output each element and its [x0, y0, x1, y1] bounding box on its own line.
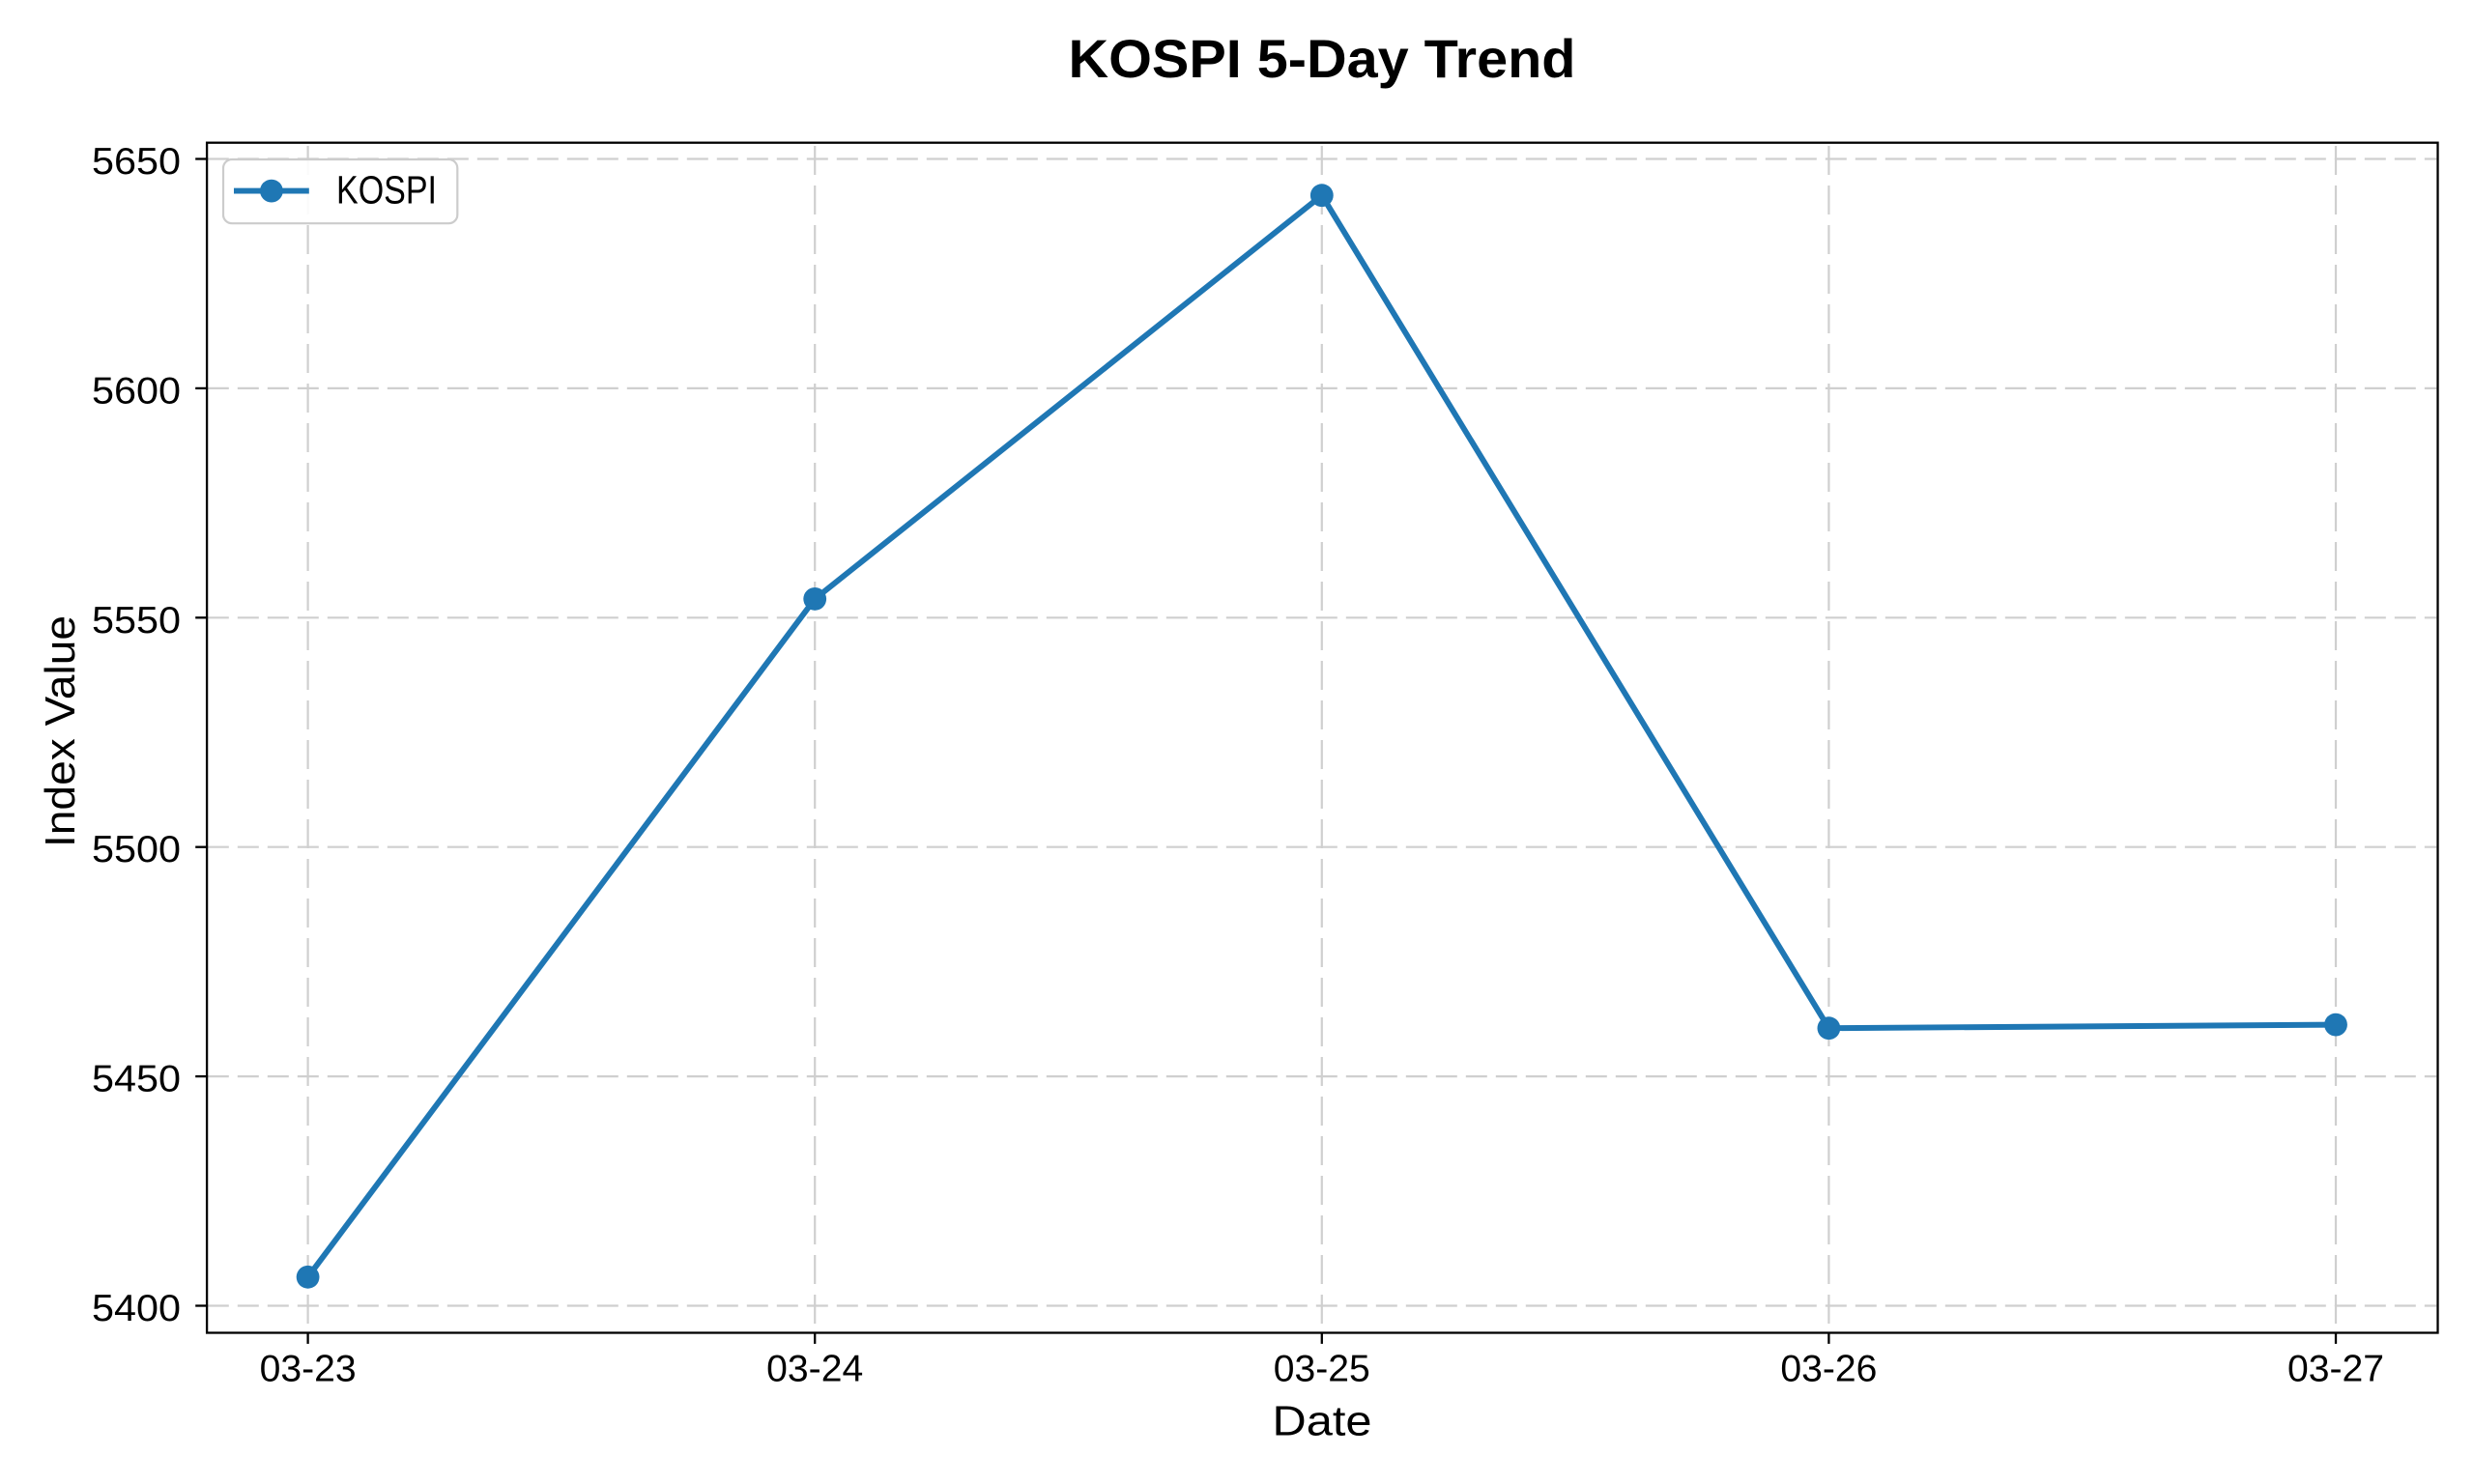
svg-text:5550: 5550: [92, 600, 181, 642]
svg-text:Index Value: Index Value: [37, 615, 84, 847]
svg-text:5450: 5450: [92, 1059, 181, 1100]
svg-text:KOSPI 5-Day Trend: KOSPI 5-Day Trend: [1069, 28, 1576, 89]
svg-text:03-27: 03-27: [2287, 1349, 2384, 1390]
svg-text:5500: 5500: [92, 829, 181, 870]
svg-text:03-26: 03-26: [1780, 1349, 1877, 1390]
svg-text:03-23: 03-23: [260, 1349, 357, 1390]
svg-text:5650: 5650: [92, 141, 181, 183]
svg-text:5400: 5400: [92, 1288, 181, 1329]
svg-text:03-24: 03-24: [766, 1349, 863, 1390]
svg-text:Date: Date: [1273, 1398, 1372, 1445]
svg-text:KOSPI: KOSPI: [336, 168, 437, 213]
svg-text:03-25: 03-25: [1274, 1349, 1370, 1390]
svg-text:5600: 5600: [92, 370, 181, 412]
